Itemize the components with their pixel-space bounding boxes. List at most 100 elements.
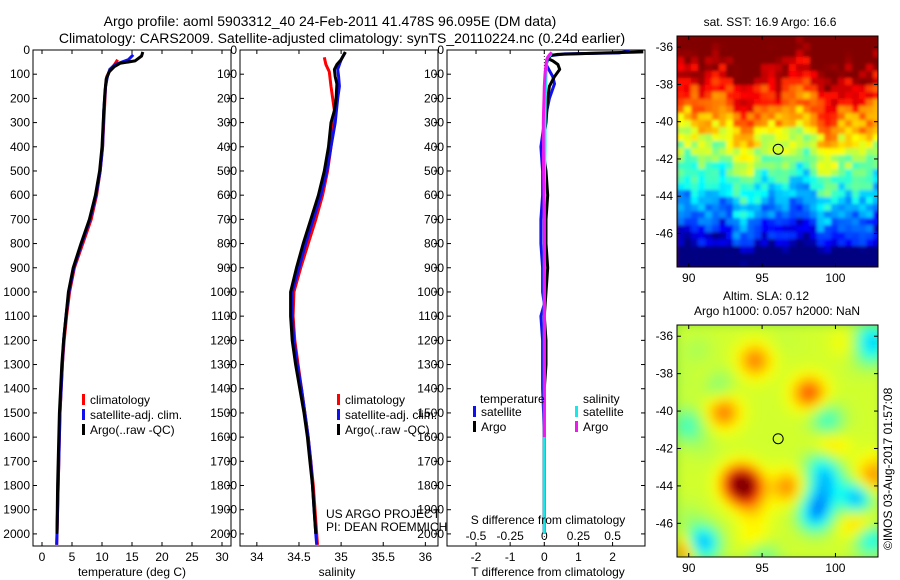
lat-tick-label: -44 [656, 189, 674, 203]
depth-tick-label: 800 [10, 237, 30, 251]
lat-tick-label: -38 [656, 367, 674, 381]
x-tick-label: 15 [125, 550, 139, 564]
legend-swatch-s-satellite [575, 406, 578, 417]
sla-map-panel: Altim. SLA: 0.12 Argo h1000: 0.057 h2000… [656, 289, 879, 575]
x-tick-label: 0 [39, 550, 46, 564]
depth-tick-label: 700 [424, 212, 444, 226]
depth-tick-label: 0 [437, 43, 444, 57]
x-tick-label: 35 [334, 550, 348, 564]
legend-header-temperature: temperature [480, 392, 545, 406]
x-tick-label: 35.5 [372, 550, 396, 564]
depth-tick-label: 900 [424, 261, 444, 275]
legend-label: satellite-adj. clim. [90, 408, 182, 422]
x-tick-label: 2 [609, 550, 616, 564]
temperature-xlabel: temperature (deg C) [78, 565, 186, 579]
lon-tick-label: 95 [755, 271, 769, 285]
legend-swatch-t-satellite [473, 406, 476, 417]
depth-tick-label: 1300 [417, 358, 444, 372]
depth-tick-label: 400 [10, 140, 30, 154]
s-diff-tick-label: -0.25 [496, 529, 524, 543]
depth-tick-label: 1300 [210, 358, 237, 372]
salinity-profile-panel: 0100200300400500600700800900100011001200… [210, 43, 447, 579]
depth-tick-label: 0 [230, 43, 237, 57]
lon-tick-label: 95 [755, 561, 769, 575]
legend-label-s-satellite: satellite [583, 405, 624, 419]
depth-tick-label: 1800 [417, 479, 444, 493]
depth-tick-label: 200 [424, 91, 444, 105]
legend-label-s-argo: Argo [583, 420, 609, 434]
series-argo-raw-qc [289, 51, 347, 535]
depth-tick-label: 700 [217, 212, 237, 226]
credit-project: US ARGO PROJECT [326, 507, 441, 521]
legend-label: Argo(..raw -QC) [90, 423, 175, 437]
legend-swatch [82, 394, 85, 405]
lat-tick-label: -40 [656, 404, 674, 418]
legend-label-t-satellite: satellite [481, 405, 522, 419]
sst-field [677, 36, 878, 267]
depth-tick-label: 1100 [418, 309, 444, 323]
x-tick-label: 1 [575, 550, 582, 564]
depth-tick-label: 1700 [417, 454, 444, 468]
argo-position-marker-sst [772, 143, 784, 155]
depth-tick-label: 1200 [210, 333, 237, 347]
depth-tick-label: 700 [10, 212, 30, 226]
temperature-profile-panel: 0100200300400500600700800900100011001200… [3, 43, 232, 579]
depth-tick-label: 1900 [210, 503, 237, 517]
s-diff-tick-label: 0.5 [604, 529, 621, 543]
legend-swatch [337, 409, 340, 420]
series-satellite-adj-clim [290, 51, 347, 545]
depth-tick-label: 100 [217, 67, 237, 81]
series-salinity-argo [541, 51, 553, 438]
x-tick-label: 20 [155, 550, 169, 564]
depth-tick-label: 200 [10, 91, 30, 105]
depth-tick-label: 1400 [3, 382, 30, 396]
s-diff-tick-label: 0 [541, 529, 548, 543]
legend-swatch [337, 394, 340, 405]
difference-profile-panel: 0100200300400500600700800900100011001200… [417, 43, 646, 579]
lon-tick-label: 100 [825, 271, 845, 285]
sst-map-title: sat. SST: 16.9 Argo: 16.6 [704, 15, 837, 29]
series-climatology [55, 58, 119, 545]
figure-title-line2: Climatology: CARS2009. Satellite-adjuste… [59, 30, 625, 46]
lon-tick-label: 100 [825, 561, 845, 575]
sst-map-panel: sat. SST: 16.9 Argo: 16.6 -36 -38 -40 -42 -4… [656, 15, 879, 285]
depth-tick-label: 1800 [210, 479, 237, 493]
temperature-axes-frame [32, 49, 232, 547]
legend-swatch [82, 424, 85, 435]
depth-tick-label: 1700 [210, 454, 237, 468]
legend-swatch-s-argo [575, 421, 578, 432]
x-tick-label: 0 [541, 550, 548, 564]
salinity-axes-frame [239, 49, 439, 547]
depth-tick-label: 800 [424, 237, 444, 251]
depth-tick-label: 500 [424, 164, 444, 178]
depth-tick-label: 1500 [3, 406, 30, 420]
s-difference-label: S difference from climatology [471, 513, 626, 527]
depth-tick-label: 300 [10, 116, 30, 130]
lat-tick-label: -40 [656, 115, 674, 129]
depth-tick-label: 100 [424, 67, 444, 81]
depth-tick-label: 900 [217, 261, 237, 275]
depth-tick-label: 1400 [210, 382, 237, 396]
depth-tick-label: 1400 [417, 382, 444, 396]
depth-tick-label: 300 [424, 116, 444, 130]
argo-position-marker-sla [772, 433, 784, 445]
depth-tick-label: 1100 [211, 309, 237, 323]
legend-swatch [82, 409, 85, 420]
lat-tick-label: -46 [656, 516, 674, 530]
series-temperature-satellite [539, 50, 630, 534]
series-temperature-argo [541, 50, 644, 534]
depth-tick-label: 500 [217, 164, 237, 178]
imos-timestamp: ©IMOS 03-Aug-2017 01:57:08 [881, 387, 895, 550]
salinity-xlabel: salinity [319, 565, 356, 579]
depth-tick-label: 1900 [417, 503, 444, 517]
depth-tick-label: 1500 [210, 406, 237, 420]
lon-tick-label: 90 [682, 561, 696, 575]
depth-tick-label: 1600 [417, 430, 444, 444]
sst-map-frame [676, 35, 879, 268]
difference-axes-frame [446, 49, 646, 547]
lat-tick-label: -46 [656, 226, 674, 240]
depth-tick-label: 1000 [3, 285, 30, 299]
lat-tick-label: -36 [656, 329, 674, 343]
legend-header-salinity: salinity [583, 392, 620, 406]
